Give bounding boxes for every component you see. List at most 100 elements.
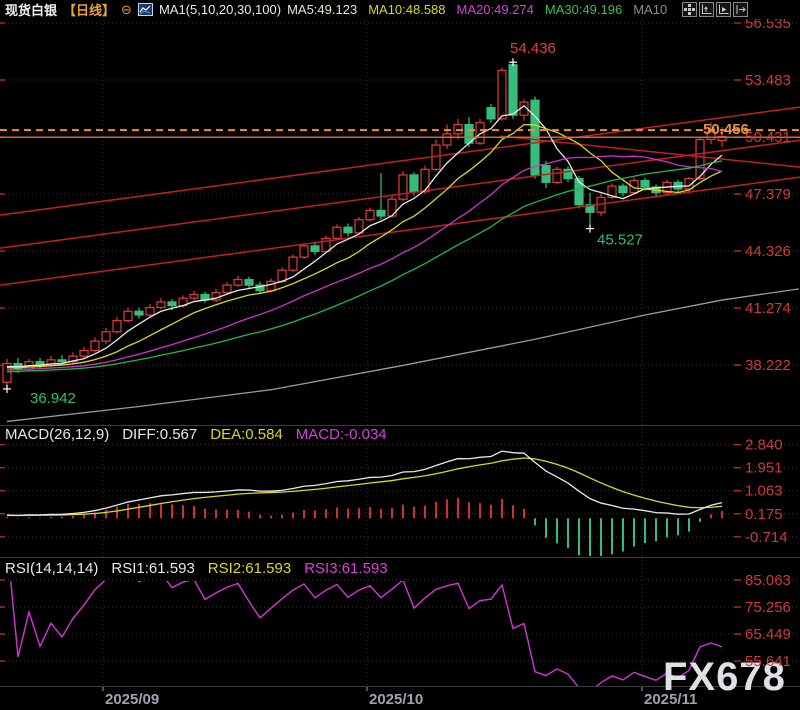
chart-header: 现货白银 【日线】 ⊖ MA1(5,10,20,30,100) MA5:49.1… [0, 0, 800, 19]
candle-body [618, 185, 628, 194]
macd-value-label: MACD:-0.034 [295, 426, 387, 443]
candle-body [343, 226, 353, 234]
macd-values: DIFF:0.567 DEA:0.584 MACD:-0.034 [122, 426, 399, 443]
ma10-line [6, 123, 723, 369]
rsi-indicator-name[interactable]: RSI(14,14,14) [5, 560, 99, 577]
candle-body [706, 131, 716, 141]
candle-body [475, 122, 485, 144]
candle-body [189, 293, 199, 299]
rsi-values: RSI1:61.593 RSI2:61.593 RSI3:61.593 [111, 560, 400, 577]
header-toolbar [682, 2, 748, 17]
scale-left-tool-icon[interactable] [699, 2, 714, 17]
candle-body [145, 306, 155, 316]
ma-settings-label[interactable]: MA1(5,10,20,30,100) [158, 2, 282, 17]
y-axis-label: 1.063 [745, 483, 783, 500]
last-price-label: 50.456 [703, 121, 749, 138]
price-annotation: 45.527 [597, 232, 643, 249]
x-axis-label: 2025/10 [369, 691, 423, 708]
x-axis-label: 2025/09 [105, 691, 159, 708]
exit-tool-icon[interactable] [733, 2, 748, 17]
trend-line [0, 176, 800, 286]
trend-line [0, 106, 800, 216]
candle-body [574, 178, 584, 206]
candle-body [409, 174, 419, 193]
collapse-icon[interactable]: ⊖ [121, 2, 132, 17]
ma-value-label: MA10:48.588 [368, 2, 446, 17]
y-axis-label: 47.379 [745, 186, 791, 203]
candle-body [552, 168, 562, 183]
candle-body [321, 237, 331, 253]
candle-body [156, 301, 166, 309]
candle-body [68, 355, 78, 363]
candle-body [90, 340, 100, 352]
watermark-layer: FX678 [663, 655, 786, 699]
candle-body [684, 178, 694, 190]
candle-body [123, 310, 133, 322]
grid-layer [0, 20, 800, 691]
y-axis-label: 75.256 [745, 599, 791, 616]
y-axis-label: 41.274 [745, 300, 791, 317]
y-axis-label: 65.449 [745, 626, 791, 643]
candle-body [497, 69, 507, 120]
move-tool-icon[interactable] [682, 2, 697, 17]
y-axis-label: 44.326 [745, 243, 791, 260]
chart-type-icon[interactable] [137, 3, 153, 16]
candle-body [420, 168, 430, 193]
candle-body [629, 179, 639, 194]
candle-body [442, 133, 452, 146]
y-axis-label: 38.222 [745, 357, 791, 374]
x-axis-label: 2025/11 [644, 691, 697, 708]
ma-value-label: MA30:49.196 [544, 2, 623, 17]
macd-value-label: DEA:0.584 [210, 426, 283, 443]
candle-body [244, 278, 254, 286]
candle-body [101, 331, 111, 342]
ma-value-label: MA5:49.123 [287, 2, 358, 17]
candle-body [233, 278, 243, 286]
candle-body [222, 284, 232, 294]
y-axis-label: 2.840 [745, 437, 783, 454]
axis-labels-layer: 56.535 53.483 50.431 47.379 44.326 41.274 38.2… [105, 15, 791, 708]
candle-body [563, 168, 573, 180]
macd-indicator-name[interactable]: MACD(26,12,9) [5, 426, 110, 443]
candle-body [112, 320, 122, 333]
macd-panel-layer [6, 450, 723, 556]
ma-value-label: MA10 [633, 2, 668, 17]
macd-value-label: DIFF:0.567 [122, 426, 198, 443]
price-panel-layer [0, 62, 800, 423]
annotations-layer: 54.436 45.527 36.942 50.456 [3, 40, 749, 407]
price-annotation: 54.436 [510, 40, 556, 57]
y-axis-label: 56.535 [745, 15, 791, 32]
y-axis-label: -0.714 [745, 529, 788, 546]
y-axis-label: 55.641 [745, 653, 791, 670]
candle-body [2, 362, 12, 383]
period-label[interactable]: 【日线】 [63, 3, 116, 18]
candle-body [695, 138, 705, 180]
rsi-panel-layer [10, 581, 723, 686]
candle-body [365, 209, 375, 221]
candle-body [79, 349, 89, 357]
rsi-value-label: RSI1:61.593 [111, 560, 195, 577]
candle-body [332, 226, 342, 240]
candle-body [134, 310, 144, 316]
ma30-line [6, 160, 723, 373]
trend-line [0, 139, 800, 249]
candle-body [508, 64, 518, 116]
candle-body [376, 209, 386, 217]
ma5-line [6, 104, 723, 368]
ma100-line [6, 288, 800, 423]
ma-values-legend: MA5:49.123 MA10:48.588 MA20:49.274 MA30:49.… [287, 2, 678, 17]
candle-body [57, 359, 67, 363]
y-axis-label: 50.431 [745, 129, 791, 146]
candle-body [310, 245, 320, 253]
dea-line [6, 457, 723, 517]
y-axis-label: 85.063 [745, 572, 791, 589]
y-axis-label: 1.951 [745, 460, 783, 477]
scale-right-tool-icon[interactable] [716, 2, 731, 17]
candle-body [640, 179, 650, 188]
ma20-line [6, 155, 723, 371]
y-axis-label: 0.175 [745, 506, 783, 523]
macd-panel-title: MACD(26,12,9) DIFF:0.567 DEA:0.584 MACD:-0.… [5, 426, 413, 443]
watermark: FX678 [663, 655, 786, 699]
